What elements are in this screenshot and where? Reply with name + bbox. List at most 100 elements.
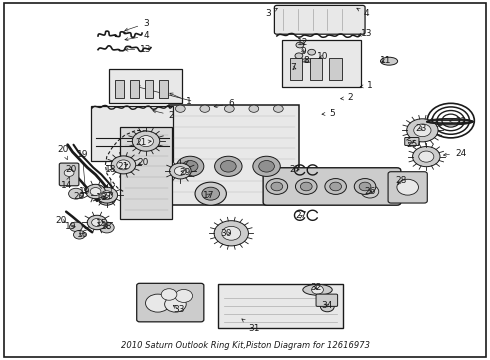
FancyBboxPatch shape (263, 168, 401, 205)
Circle shape (249, 105, 259, 112)
Text: 27: 27 (289, 165, 301, 174)
Circle shape (98, 192, 116, 205)
Circle shape (221, 226, 241, 240)
Circle shape (86, 184, 105, 199)
FancyBboxPatch shape (218, 284, 343, 328)
Circle shape (146, 294, 170, 312)
Text: 22: 22 (449, 117, 466, 126)
Circle shape (325, 179, 346, 194)
Text: 14: 14 (60, 177, 72, 190)
Circle shape (222, 226, 241, 240)
Circle shape (165, 296, 186, 312)
Circle shape (259, 161, 274, 172)
Circle shape (330, 182, 342, 191)
Text: 25: 25 (406, 140, 417, 149)
Circle shape (92, 219, 102, 226)
Text: 5: 5 (322, 109, 335, 118)
Bar (145, 80, 153, 98)
Text: 20: 20 (65, 165, 77, 174)
Text: 12: 12 (297, 38, 309, 47)
Text: 21: 21 (118, 162, 129, 171)
Text: 4: 4 (125, 31, 149, 41)
Text: 9: 9 (300, 46, 306, 55)
Text: 31: 31 (242, 319, 260, 333)
Circle shape (111, 156, 136, 174)
Text: 16: 16 (76, 230, 88, 239)
Circle shape (253, 156, 280, 176)
FancyBboxPatch shape (59, 163, 79, 186)
Text: 20: 20 (137, 158, 149, 167)
Text: 29: 29 (179, 167, 191, 176)
Circle shape (413, 147, 440, 167)
Circle shape (175, 105, 185, 112)
Text: 15: 15 (96, 219, 108, 228)
Text: 21: 21 (101, 192, 113, 201)
Circle shape (176, 156, 204, 176)
FancyBboxPatch shape (169, 105, 299, 205)
Circle shape (295, 179, 317, 194)
FancyBboxPatch shape (274, 5, 365, 34)
Circle shape (273, 105, 283, 112)
Circle shape (64, 169, 74, 176)
Ellipse shape (381, 57, 398, 65)
Text: 20: 20 (55, 216, 67, 225)
Bar (329, 58, 342, 80)
Circle shape (300, 182, 312, 191)
Circle shape (161, 289, 177, 300)
Text: 19: 19 (78, 187, 90, 196)
Text: 3: 3 (266, 8, 277, 18)
Circle shape (296, 42, 304, 48)
Circle shape (271, 182, 283, 191)
Text: 11: 11 (380, 56, 392, 65)
Circle shape (69, 188, 83, 199)
Circle shape (320, 302, 334, 312)
Circle shape (87, 215, 107, 230)
Text: 2: 2 (153, 110, 174, 120)
Text: 28: 28 (395, 176, 407, 185)
Circle shape (354, 179, 376, 194)
Text: 13: 13 (358, 29, 372, 38)
Circle shape (195, 182, 226, 205)
Ellipse shape (303, 284, 332, 295)
Text: 26: 26 (364, 187, 376, 196)
Text: 18: 18 (96, 194, 108, 202)
Circle shape (419, 151, 434, 162)
Circle shape (220, 161, 236, 172)
Circle shape (96, 187, 118, 203)
Bar (159, 80, 168, 98)
Text: 13: 13 (125, 45, 152, 54)
Text: 34: 34 (321, 301, 333, 310)
Circle shape (292, 65, 299, 70)
Circle shape (174, 167, 186, 175)
Circle shape (200, 105, 210, 112)
FancyBboxPatch shape (137, 283, 204, 322)
Text: 18: 18 (104, 165, 116, 195)
Circle shape (70, 222, 82, 231)
FancyBboxPatch shape (91, 106, 173, 161)
Circle shape (74, 230, 85, 239)
Bar (310, 58, 322, 80)
Text: 24: 24 (443, 149, 466, 158)
FancyBboxPatch shape (120, 127, 172, 219)
Circle shape (397, 179, 418, 195)
Text: 19: 19 (76, 150, 88, 190)
Text: 7: 7 (290, 63, 296, 72)
Circle shape (175, 289, 193, 302)
Circle shape (414, 124, 431, 137)
Text: 2: 2 (341, 94, 353, 102)
Circle shape (101, 191, 113, 199)
Circle shape (359, 182, 371, 191)
Circle shape (414, 124, 431, 137)
Circle shape (170, 163, 191, 179)
Text: 20: 20 (74, 192, 85, 201)
Circle shape (295, 53, 303, 59)
Text: 33: 33 (173, 305, 185, 314)
FancyBboxPatch shape (282, 40, 361, 87)
Text: 2010 Saturn Outlook Ring Kit,Piston Diagram for 12616973: 2010 Saturn Outlook Ring Kit,Piston Diag… (121, 341, 369, 350)
Circle shape (202, 187, 220, 200)
Text: 32: 32 (310, 284, 322, 292)
Text: 30: 30 (220, 229, 232, 238)
Bar (130, 80, 139, 98)
Circle shape (139, 136, 153, 147)
Circle shape (132, 131, 160, 151)
